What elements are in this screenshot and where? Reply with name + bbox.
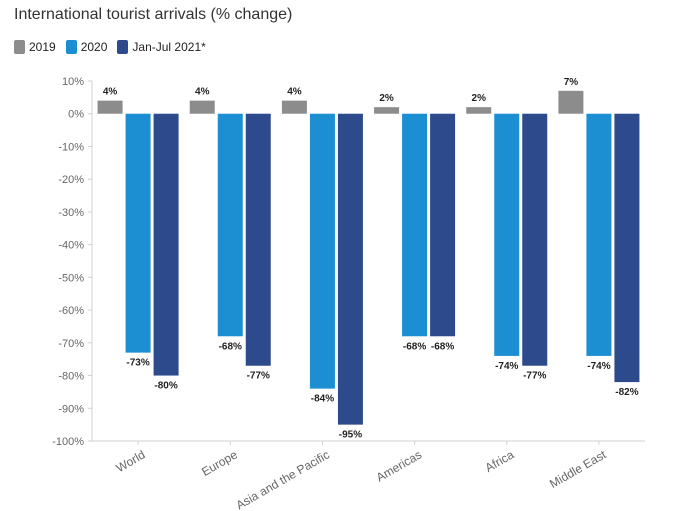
legend-item-2020[interactable]: 2020 [65, 40, 108, 54]
bar [466, 107, 492, 114]
y-tick-label: -30% [58, 207, 84, 219]
x-tick-label: Europe [199, 447, 240, 479]
bar [494, 113, 520, 356]
data-label: -95% [339, 430, 362, 441]
y-tick-label: -40% [58, 240, 84, 252]
x-tick-label: Americas [374, 447, 424, 484]
data-label: -82% [615, 387, 638, 398]
x-tick-label: Africa [483, 447, 517, 475]
data-label: -68% [431, 341, 454, 352]
bar [97, 100, 123, 114]
y-tick-label: -70% [58, 338, 84, 350]
data-label: -77% [247, 371, 270, 382]
bar [402, 113, 428, 337]
data-label: -80% [154, 381, 177, 392]
bar [189, 100, 215, 114]
data-label: 4% [287, 87, 302, 98]
legend-swatch-2019 [14, 40, 25, 54]
data-label: 7% [564, 77, 579, 88]
legend-item-2019[interactable]: 2019 [14, 40, 56, 54]
bar [586, 113, 612, 356]
data-label: 2% [472, 93, 487, 104]
x-tick-label: World [114, 447, 148, 475]
bar [522, 113, 548, 366]
bar [153, 113, 179, 376]
data-label: -68% [403, 341, 426, 352]
y-tick-label: -50% [58, 272, 84, 284]
y-tick-label: -60% [58, 305, 84, 317]
bar [337, 113, 363, 425]
y-tick-label: -90% [58, 403, 84, 415]
x-tick-label: Asia and the Pacific [234, 447, 332, 511]
y-tick-label: -100% [52, 436, 84, 448]
bar [558, 90, 584, 114]
x-tick-label: Middle East [547, 447, 609, 491]
bar [281, 100, 307, 114]
data-label: 4% [103, 87, 118, 98]
legend-label-2021: Jan-Jul 2021* [132, 40, 206, 54]
legend: 2019 2020 Jan-Jul 2021* [14, 40, 216, 54]
bar [374, 107, 400, 114]
legend-label-2020: 2020 [80, 40, 108, 54]
chart-title: International tourist arrivals (% change… [14, 6, 293, 23]
legend-item-2021[interactable]: Jan-Jul 2021* [117, 40, 206, 54]
y-tick-label: 10% [62, 76, 84, 88]
y-tick-label: -10% [58, 141, 84, 153]
data-label: 2% [379, 93, 394, 104]
data-label: -77% [523, 371, 546, 382]
y-tick-label: 0% [68, 109, 84, 121]
data-label: -73% [126, 358, 149, 369]
legend-swatch-2020 [65, 40, 77, 54]
data-label: -74% [587, 361, 610, 372]
y-tick-label: -80% [58, 371, 84, 383]
bar [125, 113, 151, 353]
data-label: -68% [219, 341, 242, 352]
data-label: -74% [495, 361, 518, 372]
bar [309, 113, 335, 389]
bar [245, 113, 271, 366]
data-label: 4% [195, 87, 210, 98]
y-tick-label: -20% [58, 174, 84, 186]
legend-swatch-2021 [117, 40, 129, 54]
bar [217, 113, 243, 337]
bar [614, 113, 640, 383]
legend-label-2019: 2019 [29, 40, 56, 54]
bar [430, 113, 456, 337]
data-label: -84% [311, 394, 334, 405]
